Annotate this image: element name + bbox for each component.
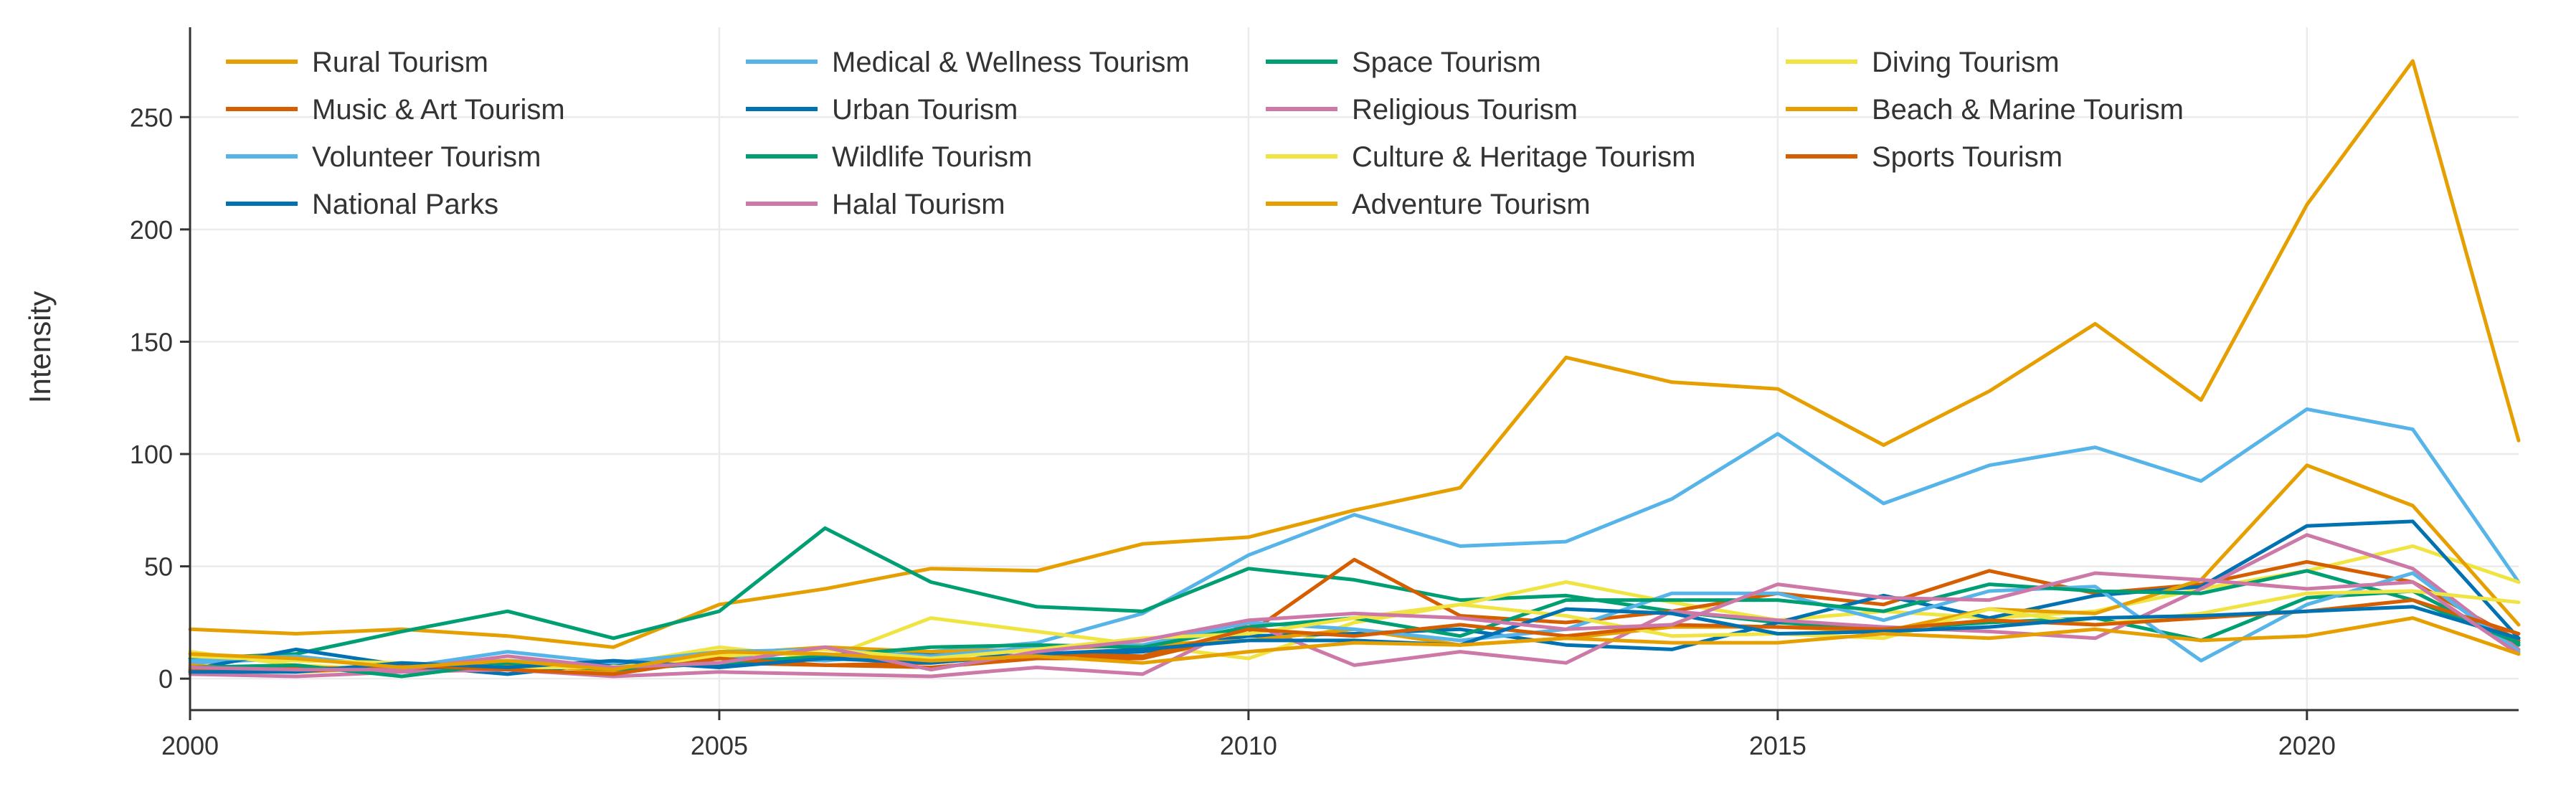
series-lines xyxy=(188,59,2521,679)
legend-item[interactable]: Rural Tourism xyxy=(226,47,488,78)
legend[interactable]: Rural Tourism Medical & Wellness Tourism S… xyxy=(226,47,2184,220)
legend-item[interactable]: Adventure Tourism xyxy=(1266,189,1591,220)
legend-item[interactable]: Beach & Marine Tourism xyxy=(1786,94,2184,126)
legend-label: Medical & Wellness Tourism xyxy=(832,47,1190,78)
legend-label: Rural Tourism xyxy=(312,47,488,78)
legend-item[interactable]: Wildlife Tourism xyxy=(746,141,1032,173)
series-line xyxy=(188,519,2521,676)
x-tick-label: 2005 xyxy=(691,731,748,760)
y-tick-label: 150 xyxy=(130,327,173,356)
legend-item[interactable]: Medical & Wellness Tourism xyxy=(746,47,1190,78)
legend-label: Music & Art Tourism xyxy=(312,94,565,126)
legend-label: National Parks xyxy=(312,189,498,220)
legend-label: Diving Tourism xyxy=(1872,47,2060,78)
legend-item[interactable]: Space Tourism xyxy=(1266,47,1541,78)
x-tick-label: 2020 xyxy=(2278,731,2336,760)
axes: 0 50 100 150 200 250 2000 2005 2010 2015 2020 xyxy=(130,27,2519,760)
legend-label: Volunteer Tourism xyxy=(312,141,541,173)
legend-item[interactable]: Volunteer Tourism xyxy=(226,141,541,173)
legend-item[interactable]: Urban Tourism xyxy=(746,94,1018,126)
legend-label: Space Tourism xyxy=(1352,47,1541,78)
series-line xyxy=(188,571,2521,672)
legend-item[interactable]: Religious Tourism xyxy=(1266,94,1578,126)
legend-item[interactable]: Music & Art Tourism xyxy=(226,94,565,126)
y-tick-label: 250 xyxy=(130,103,173,132)
gridlines xyxy=(189,27,2519,710)
series-line xyxy=(188,571,2521,669)
y-axis-title: Intensity xyxy=(23,291,57,403)
legend-item[interactable]: Sports Tourism xyxy=(1786,141,2063,173)
legend-label: Sports Tourism xyxy=(1872,141,2063,173)
legend-label: Religious Tourism xyxy=(1352,94,1578,126)
series-line xyxy=(188,616,2521,672)
x-tick-label: 2015 xyxy=(1749,731,1806,760)
y-tick-label: 100 xyxy=(130,440,173,469)
legend-item[interactable]: Culture & Heritage Tourism xyxy=(1266,141,1695,173)
legend-label: Adventure Tourism xyxy=(1352,189,1591,220)
series-line xyxy=(188,544,2521,672)
series-line xyxy=(188,526,2521,661)
legend-item[interactable]: National Parks xyxy=(226,189,498,220)
y-tick-label: 0 xyxy=(158,664,173,694)
legend-label: Culture & Heritage Tourism xyxy=(1352,141,1695,173)
x-tick-label: 2000 xyxy=(161,731,219,760)
legend-item[interactable]: Diving Tourism xyxy=(1786,47,2060,78)
legend-label: Beach & Marine Tourism xyxy=(1872,94,2184,126)
x-tick-label: 2010 xyxy=(1220,731,1277,760)
series-line xyxy=(188,598,2521,676)
legend-label: Wildlife Tourism xyxy=(832,141,1032,173)
legend-label: Urban Tourism xyxy=(832,94,1018,126)
series-line xyxy=(188,59,2521,649)
series-line xyxy=(188,407,2521,667)
legend-item[interactable]: Halal Tourism xyxy=(746,189,1005,220)
y-tick-label: 200 xyxy=(130,215,173,245)
y-tick-label: 50 xyxy=(144,552,173,582)
legend-label: Halal Tourism xyxy=(832,189,1005,220)
